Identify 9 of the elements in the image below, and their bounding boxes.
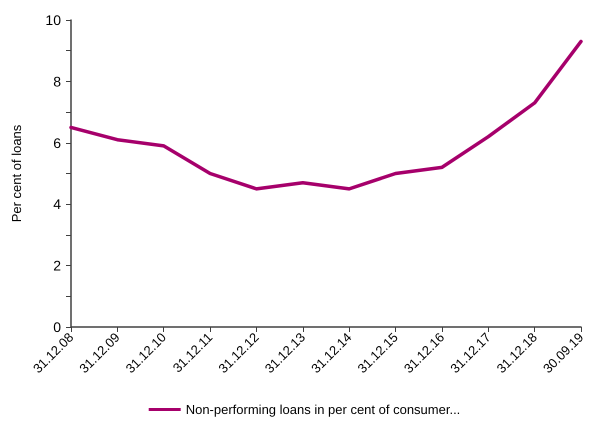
y-tick-label: 10 xyxy=(45,12,62,28)
y-axis-title: Per cent of loans xyxy=(9,124,24,222)
legend-label: Non-performing loans in per cent of consumer... xyxy=(186,402,460,417)
line-series xyxy=(69,40,583,191)
y-tick-label: 0 xyxy=(53,319,62,335)
y-tick-label: 8 xyxy=(53,73,62,90)
y-tick-label: 4 xyxy=(53,196,62,212)
y-tick-label: 6 xyxy=(53,134,62,151)
y-tick-label: 2 xyxy=(53,258,62,274)
